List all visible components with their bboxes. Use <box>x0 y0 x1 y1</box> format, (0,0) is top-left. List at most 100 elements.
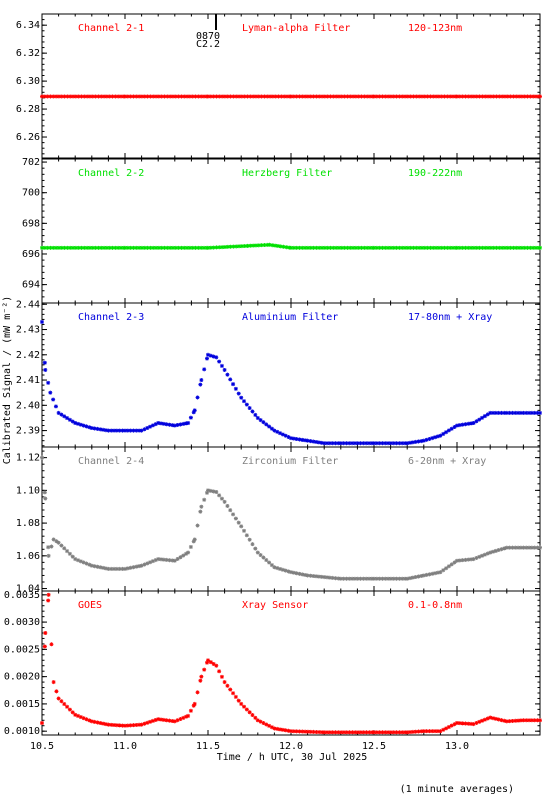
data-point <box>150 559 155 564</box>
data-point <box>78 559 83 564</box>
data-point <box>112 566 117 571</box>
data-point <box>463 94 468 99</box>
data-point <box>178 422 183 427</box>
data-point <box>211 245 216 250</box>
data-point <box>168 94 173 99</box>
data-point <box>128 428 133 433</box>
data-point <box>244 533 249 538</box>
filter-label: Xray Sensor <box>242 600 308 611</box>
y-tick-label: 2.40 <box>16 400 40 411</box>
data-point <box>65 704 70 709</box>
data-point <box>206 658 210 663</box>
data-point <box>202 667 207 672</box>
data-point <box>191 539 196 544</box>
data-point <box>123 566 127 571</box>
data-point <box>46 380 51 385</box>
data-point <box>365 94 370 99</box>
data-point <box>488 550 493 555</box>
data-point <box>120 428 125 433</box>
data-point <box>128 565 133 570</box>
data-point <box>245 94 250 99</box>
data-point <box>150 423 155 428</box>
data-point <box>359 94 364 99</box>
data-point <box>493 548 498 553</box>
data-point <box>164 718 169 723</box>
data-point <box>507 410 512 415</box>
data-point <box>463 422 468 427</box>
data-point <box>233 694 238 699</box>
data-point <box>247 710 252 715</box>
data-point <box>317 94 322 99</box>
data-point <box>482 552 487 557</box>
data-point <box>397 245 402 250</box>
data-point <box>297 94 302 99</box>
data-point <box>193 94 198 99</box>
data-point <box>527 718 532 723</box>
data-point <box>78 422 83 427</box>
data-point <box>311 439 316 444</box>
data-point <box>82 94 87 99</box>
data-point <box>202 245 207 250</box>
data-point <box>119 245 124 250</box>
data-point <box>110 245 115 250</box>
data-point <box>139 722 144 727</box>
data-point <box>499 410 504 415</box>
y-tick-label: 1.06 <box>16 551 40 562</box>
data-point <box>383 576 388 581</box>
data-point <box>331 245 336 250</box>
data-point <box>284 245 289 250</box>
data-point <box>303 572 308 577</box>
panel-frame <box>41 158 541 304</box>
data-point <box>106 722 111 727</box>
data-point <box>442 94 447 99</box>
data-point <box>98 427 103 432</box>
data-point <box>84 561 89 566</box>
data-point <box>181 553 186 558</box>
data-point <box>469 557 474 562</box>
data-point <box>424 437 429 442</box>
y-tick-label: 2.42 <box>16 350 40 361</box>
data-point <box>388 94 393 99</box>
data-point <box>68 245 73 250</box>
data-point <box>186 713 191 718</box>
data-point <box>239 524 244 529</box>
data-point <box>253 715 258 720</box>
data-point <box>280 567 285 572</box>
data-point <box>278 727 283 732</box>
data-point <box>156 245 161 250</box>
y-tick-label: 1.12 <box>16 453 40 464</box>
data-point <box>394 576 399 581</box>
flare-id-label: 0870 <box>196 31 220 42</box>
data-point <box>327 575 332 580</box>
data-point <box>208 94 213 99</box>
data-point <box>267 242 272 247</box>
data-point <box>403 245 408 250</box>
data-point <box>159 94 164 99</box>
data-point <box>73 245 78 250</box>
data-point <box>40 94 44 99</box>
data-point <box>244 402 249 407</box>
data-point <box>524 718 529 723</box>
data-point <box>480 718 485 723</box>
x-tick-label: 11.5 <box>196 741 220 752</box>
data-point <box>504 410 509 415</box>
data-point <box>344 576 349 581</box>
data-point <box>202 367 207 372</box>
data-point <box>408 440 413 445</box>
data-point <box>142 245 147 250</box>
data-point <box>403 441 408 446</box>
data-point <box>538 410 542 415</box>
data-point <box>330 441 335 446</box>
data-point <box>338 441 343 446</box>
data-point <box>62 245 67 250</box>
data-point <box>311 574 316 579</box>
data-point <box>438 729 443 734</box>
data-point <box>131 94 136 99</box>
data-point <box>400 94 405 99</box>
data-point <box>386 245 391 250</box>
data-point <box>79 94 84 99</box>
data-point <box>535 410 540 415</box>
data-point <box>452 722 457 727</box>
data-point <box>242 94 247 99</box>
data-point <box>208 488 213 493</box>
